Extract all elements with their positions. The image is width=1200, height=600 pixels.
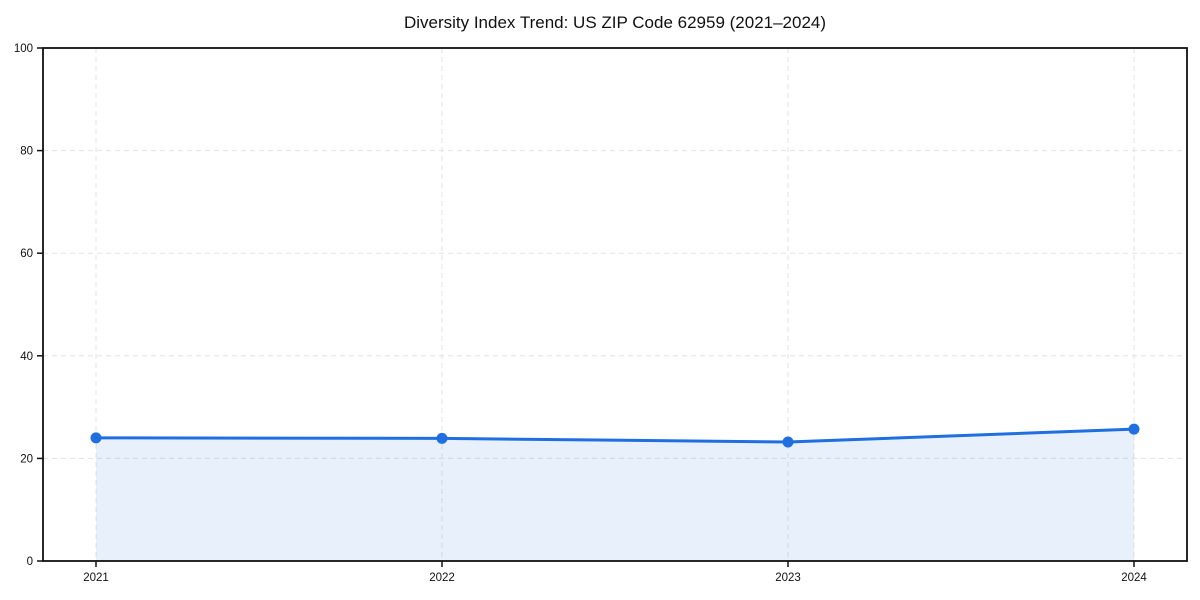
x-tick-label: 2024	[1121, 572, 1147, 584]
y-tick-label: 40	[20, 351, 33, 363]
trend-line	[94, 427, 1136, 444]
data-point-marker	[90, 432, 102, 444]
y-tick-label: 0	[27, 556, 33, 568]
area-fill	[96, 429, 1134, 561]
y-tick-label: 100	[14, 43, 33, 55]
x-tick-label: 2023	[775, 572, 801, 584]
y-tick-label: 20	[20, 453, 33, 465]
x-tick-label: 2022	[429, 572, 455, 584]
x-tick-label: 2021	[83, 572, 109, 584]
data-point-marker	[436, 432, 448, 444]
plot-border	[42, 47, 1188, 562]
data-point-marker	[782, 436, 794, 448]
chart-title: Diversity Index Trend: US ZIP Code 62959…	[403, 13, 827, 32]
y-tick-label: 80	[20, 146, 33, 158]
data-point-marker	[1128, 423, 1140, 435]
y-tick-label: 60	[20, 248, 33, 260]
